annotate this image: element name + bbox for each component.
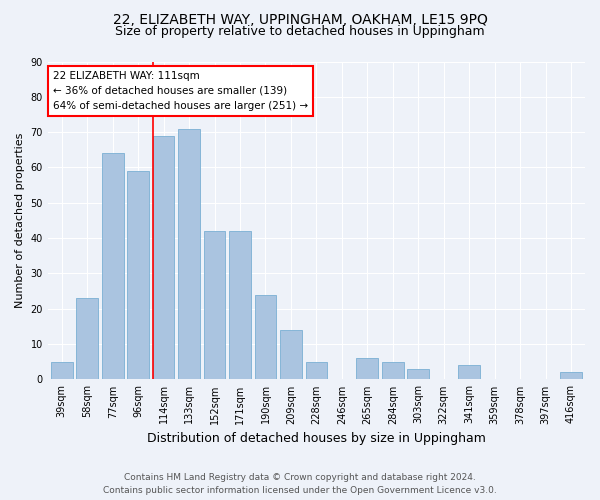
Bar — [305, 362, 327, 380]
Bar — [127, 171, 149, 380]
Bar — [356, 358, 378, 380]
Text: 22 ELIZABETH WAY: 111sqm
← 36% of detached houses are smaller (139)
64% of semi-: 22 ELIZABETH WAY: 111sqm ← 36% of detach… — [53, 71, 308, 110]
Bar — [229, 231, 251, 380]
Bar — [254, 294, 276, 380]
Bar — [560, 372, 582, 380]
Bar — [382, 362, 404, 380]
Bar — [102, 154, 124, 380]
Bar — [458, 366, 480, 380]
Bar — [204, 231, 226, 380]
Text: 22, ELIZABETH WAY, UPPINGHAM, OAKHAM, LE15 9PQ: 22, ELIZABETH WAY, UPPINGHAM, OAKHAM, LE… — [113, 12, 487, 26]
Text: Contains HM Land Registry data © Crown copyright and database right 2024.
Contai: Contains HM Land Registry data © Crown c… — [103, 474, 497, 495]
Bar — [280, 330, 302, 380]
Bar — [51, 362, 73, 380]
Y-axis label: Number of detached properties: Number of detached properties — [15, 133, 25, 308]
Bar — [407, 369, 429, 380]
Bar — [76, 298, 98, 380]
X-axis label: Distribution of detached houses by size in Uppingham: Distribution of detached houses by size … — [147, 432, 486, 445]
Bar — [153, 136, 175, 380]
Text: Size of property relative to detached houses in Uppingham: Size of property relative to detached ho… — [115, 25, 485, 38]
Bar — [178, 128, 200, 380]
